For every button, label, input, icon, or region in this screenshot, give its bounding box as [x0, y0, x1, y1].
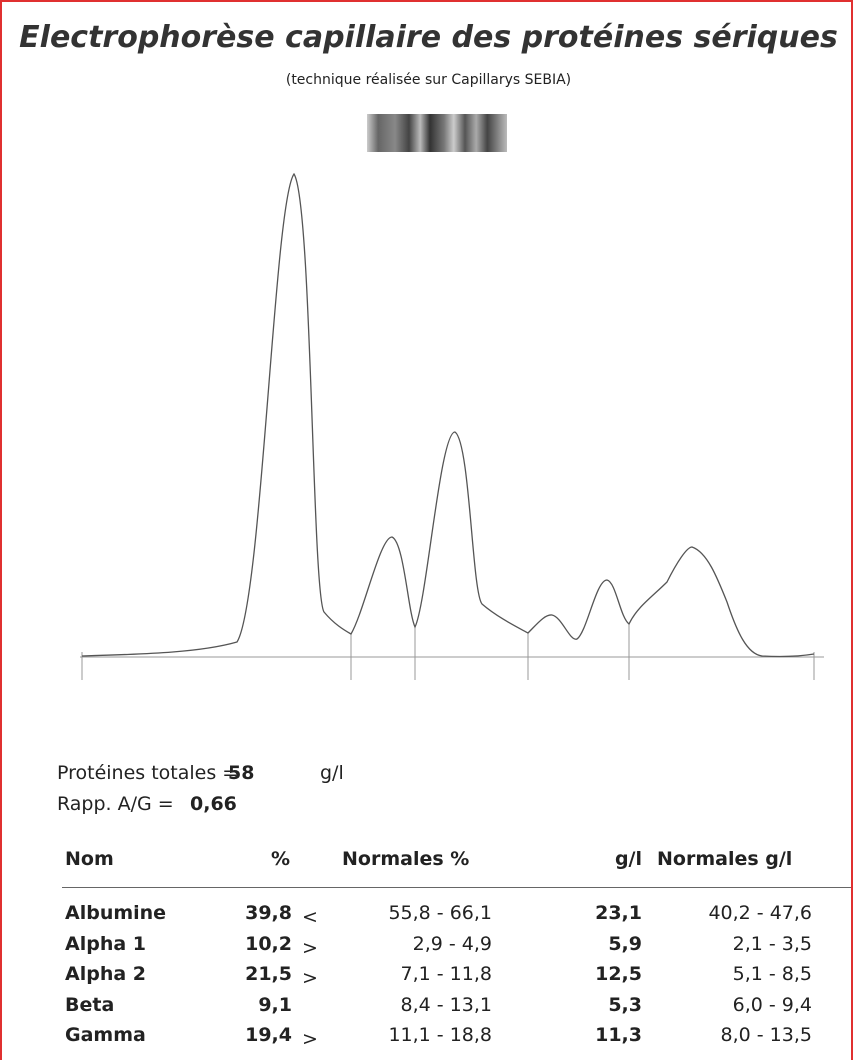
- normal-grams: 8,0 - 13,5: [662, 1024, 812, 1046]
- percent: 10,2: [202, 933, 292, 955]
- ratio-value: 0,66: [190, 793, 237, 815]
- grams-per-liter: 5,9: [542, 933, 642, 955]
- header-rule: [62, 887, 853, 888]
- curve: [82, 174, 814, 656]
- protein-name: Alpha 1: [65, 933, 146, 955]
- column-header: Normales g/l: [657, 848, 792, 870]
- grams-per-liter: 12,5: [542, 963, 642, 985]
- comparator: <: [302, 906, 318, 928]
- normal-grams: 6,0 - 9,4: [662, 994, 812, 1016]
- percent: 39,8: [202, 902, 292, 924]
- protein-name: Alpha 2: [65, 963, 146, 985]
- percent: 19,4: [202, 1024, 292, 1046]
- electropherogram: [2, 2, 853, 702]
- column-header: %: [232, 848, 290, 870]
- total-label: Protéines totales =: [57, 762, 238, 784]
- protein-name: Albumine: [65, 902, 166, 924]
- comparator: >: [302, 1028, 318, 1050]
- column-header: Normales %: [342, 848, 469, 870]
- column-header: g/l: [562, 848, 642, 870]
- total-unit: g/l: [320, 762, 344, 784]
- ratio-label: Rapp. A/G =: [57, 793, 174, 815]
- normal-percent: 55,8 - 66,1: [362, 902, 492, 924]
- normal-percent: 2,9 - 4,9: [362, 933, 492, 955]
- comparator: >: [302, 967, 318, 989]
- separators: [82, 624, 814, 680]
- grams-per-liter: 5,3: [542, 994, 642, 1016]
- normal-percent: 7,1 - 11,8: [362, 963, 492, 985]
- normal-grams: 40,2 - 47,6: [662, 902, 812, 924]
- normal-percent: 11,1 - 18,8: [362, 1024, 492, 1046]
- percent: 9,1: [202, 994, 292, 1016]
- normal-percent: 8,4 - 13,1: [362, 994, 492, 1016]
- normal-grams: 2,1 - 3,5: [662, 933, 812, 955]
- column-header: Nom: [65, 848, 114, 870]
- total-value: 58: [228, 762, 254, 784]
- protein-name: Beta: [65, 994, 114, 1016]
- report-page: Electrophorèse capillaire des protéines …: [0, 0, 853, 1060]
- percent: 21,5: [202, 963, 292, 985]
- comparator: >: [302, 937, 318, 959]
- normal-grams: 5,1 - 8,5: [662, 963, 812, 985]
- grams-per-liter: 23,1: [542, 902, 642, 924]
- gel-band: [367, 114, 507, 152]
- protein-name: Gamma: [65, 1024, 146, 1046]
- grams-per-liter: 11,3: [542, 1024, 642, 1046]
